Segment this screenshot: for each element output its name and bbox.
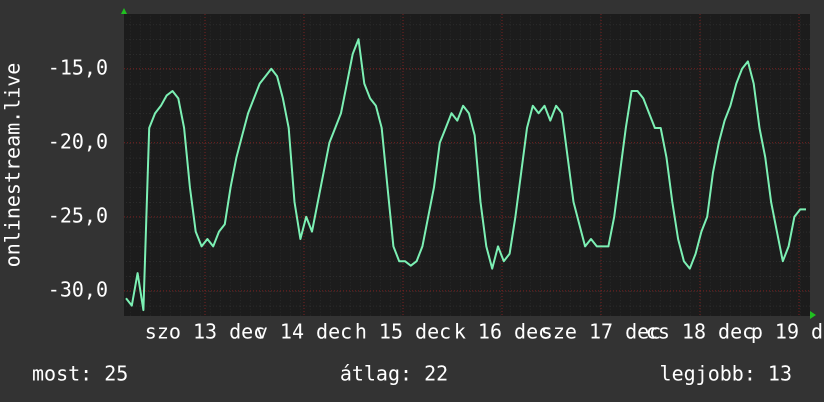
x-arrow — [810, 311, 816, 319]
x-tick-label: k 16 dec — [454, 320, 550, 344]
y-tick-label: -30,0 — [48, 277, 108, 301]
x-tick-label: szo 13 dec — [145, 320, 265, 344]
line — [125, 38, 806, 312]
y-tick-label: -25,0 — [48, 203, 108, 227]
x-tick-label: cs 18 dec — [646, 320, 754, 344]
y-tick-label: -15,0 — [48, 55, 108, 79]
x-tick-label: sze 17 dec — [541, 320, 661, 344]
marks — [125, 38, 806, 312]
stat: átlag: 22 — [340, 362, 448, 386]
y-tick-label: -20,0 — [48, 129, 108, 153]
minor-grid — [124, 14, 810, 316]
x-tick-label: h 15 dec — [355, 320, 451, 344]
grid — [124, 14, 810, 316]
x-tick-label: p 19 dec — [751, 320, 824, 344]
x-tick-label: v 14 dec — [256, 320, 352, 344]
y-arrow — [121, 8, 127, 14]
y-axis-label: onlinestream.live — [1, 63, 25, 268]
stat: most: 25 — [32, 362, 128, 386]
stat: legjobb: 13 — [660, 362, 792, 386]
